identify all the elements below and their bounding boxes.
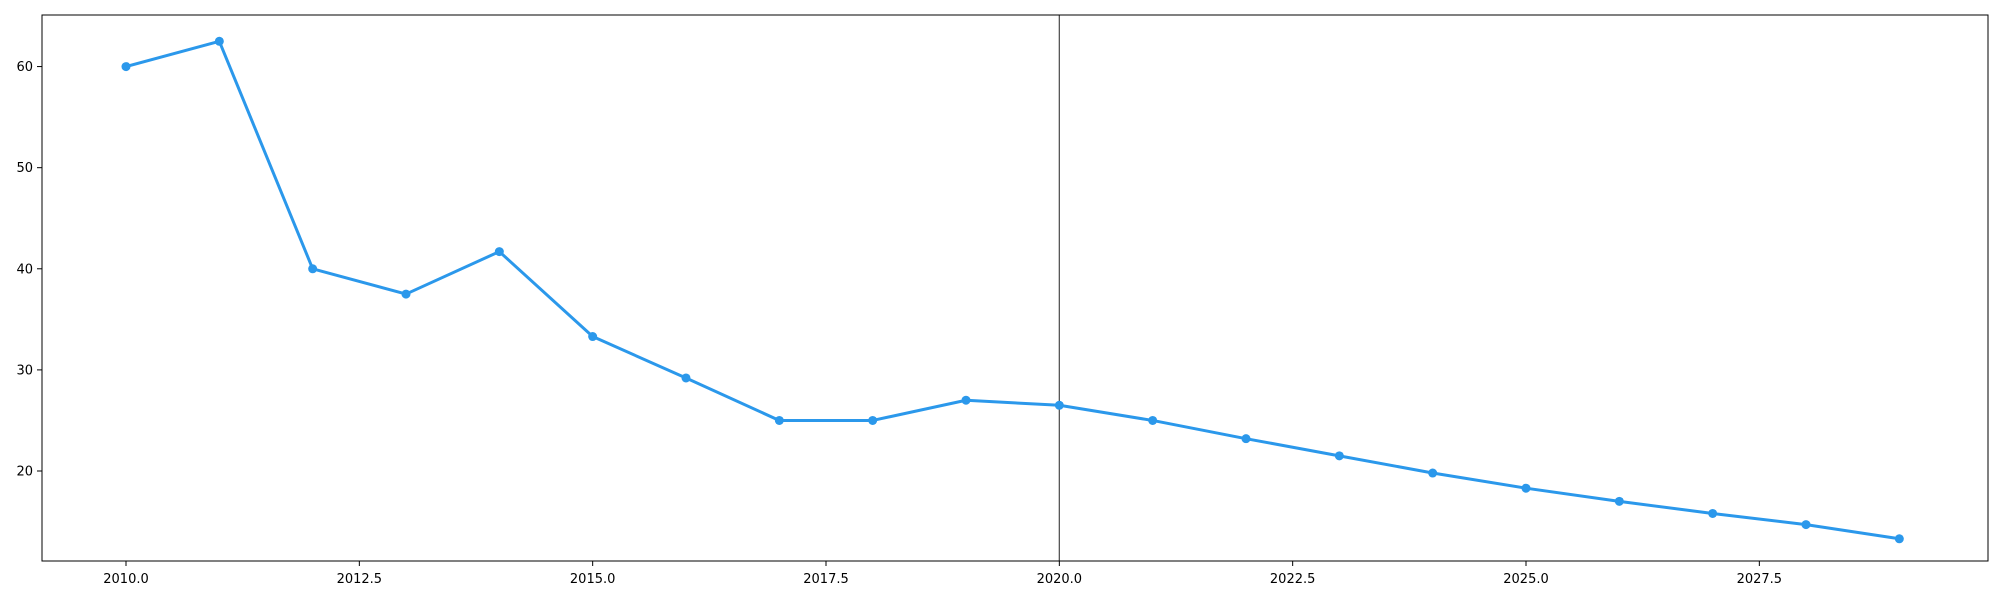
- data-point: [961, 395, 971, 405]
- data-point: [401, 289, 411, 299]
- data-point: [1428, 468, 1438, 478]
- axes-frame: [41, 14, 1989, 562]
- x-tick-label: 2020.0: [1037, 572, 1083, 587]
- x-tick-label: 2015.0: [570, 572, 616, 587]
- x-tick-label: 2017.5: [803, 572, 849, 587]
- data-point: [681, 373, 691, 383]
- data-point: [494, 247, 504, 257]
- y-tick-label: 50: [16, 161, 33, 176]
- data-point: [774, 415, 784, 425]
- data-point: [868, 415, 878, 425]
- data-point: [1894, 534, 1904, 544]
- x-tick-label: 2010.0: [103, 572, 149, 587]
- series-group: [121, 36, 1904, 544]
- axes: 2010.0 2012.5 2015.0 2017.5 2020.0 2022.5 2025…: [16, 14, 1989, 587]
- data-point: [588, 332, 598, 342]
- data-point: [1054, 400, 1064, 410]
- x-tick-label: 2012.5: [337, 572, 383, 587]
- x-tick-label: 2027.5: [1737, 572, 1783, 587]
- x-tick-label: 2025.0: [1503, 572, 1549, 587]
- y-tick-label: 60: [16, 60, 33, 75]
- series-line: [124, 39, 1901, 541]
- x-tick-label: 2022.5: [1270, 572, 1316, 587]
- y-tick-label: 20: [16, 465, 33, 480]
- data-point: [1614, 496, 1624, 506]
- y-tick-label: 40: [16, 262, 33, 277]
- data-point: [1148, 415, 1158, 425]
- data-point: [1801, 520, 1811, 530]
- data-point: [1241, 434, 1251, 444]
- data-point: [121, 62, 131, 72]
- data-point: [308, 264, 318, 274]
- data-point: [1521, 483, 1531, 493]
- y-tick-label: 30: [16, 363, 33, 378]
- data-point: [1708, 508, 1718, 518]
- data-point: [1334, 451, 1344, 461]
- data-point: [214, 36, 224, 46]
